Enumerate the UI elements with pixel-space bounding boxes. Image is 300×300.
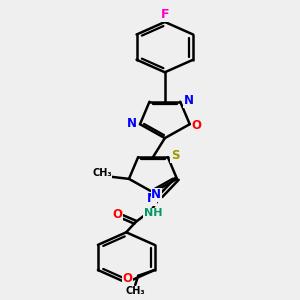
Text: N: N — [151, 188, 161, 201]
Text: CH₃: CH₃ — [92, 168, 112, 178]
Text: O: O — [191, 119, 201, 132]
Text: S: S — [171, 149, 179, 163]
Text: N: N — [184, 94, 194, 107]
Text: N: N — [146, 192, 157, 205]
Text: O: O — [112, 208, 123, 221]
Text: O: O — [123, 272, 133, 284]
Text: F: F — [160, 8, 169, 21]
Text: CH₃: CH₃ — [125, 286, 145, 296]
Text: N: N — [127, 117, 137, 130]
Text: NH: NH — [144, 208, 163, 218]
